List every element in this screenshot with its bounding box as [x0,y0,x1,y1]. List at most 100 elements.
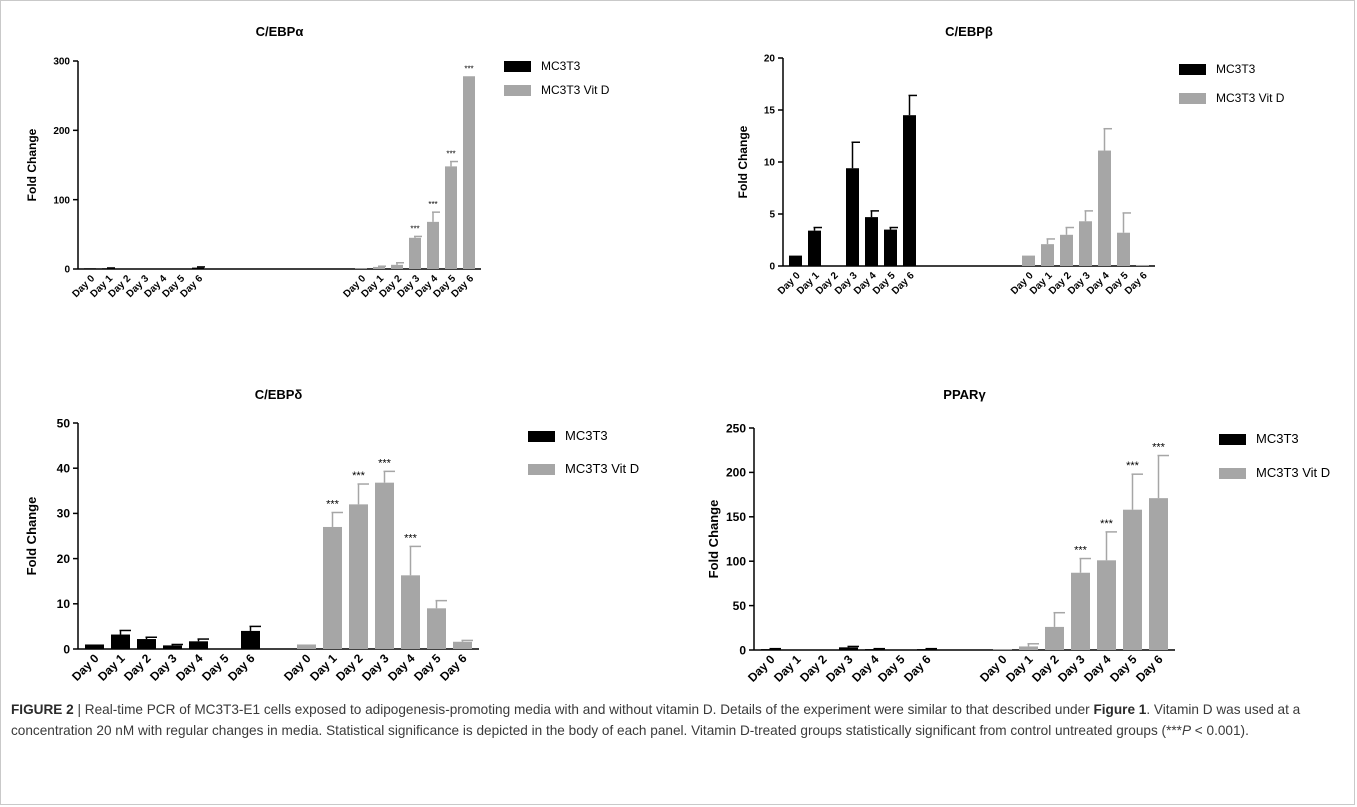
y-tick-label: 0 [739,643,746,657]
significance-stars: *** [1074,545,1088,557]
legend-label: MC3T3 Vit D [565,461,639,476]
y-axis-label: Fold Change [706,500,721,579]
bar-mc3t3-vitd [355,268,367,269]
significance-stars: *** [326,498,340,510]
x-tick-label: Day 1 [95,651,128,684]
bar-mc3t3-vitd [1079,221,1092,266]
bar-mc3t3-vitd [1019,646,1038,650]
y-tick-label: 50 [57,416,71,430]
bar-mc3t3-vitd [1097,560,1116,650]
significance-stars: *** [1126,460,1140,472]
bar-mc3t3-vitd [323,526,342,649]
y-tick-label: 5 [769,210,775,221]
legend-label: MC3T3 Vit D [1256,465,1330,480]
bar-mc3t3 [917,649,936,650]
caption-figure-ref: Figure 1 [1093,702,1147,717]
legend-swatch [528,431,555,442]
caption-text-1: | Real-time PCR of MC3T3-E1 cells expose… [73,702,1094,717]
bar-mc3t3 [241,630,260,649]
bar-mc3t3 [839,647,858,650]
bar-mc3t3 [761,649,780,650]
significance-stars: *** [428,200,437,209]
legend-label: MC3T3 [541,59,581,73]
bar-mc3t3 [808,230,821,266]
x-tick-label: Day 2 [1029,652,1062,685]
legend-label: MC3T3 Vit D [541,83,610,97]
y-tick-label: 0 [63,642,70,656]
bar-mc3t3-vitd [1117,232,1130,266]
bar-mc3t3-vitd [297,644,316,649]
y-tick-label: 30 [57,507,71,521]
y-axis-label: Fold Change [25,128,39,201]
y-tick-label: 40 [57,462,71,476]
bar-mc3t3 [903,115,916,266]
y-tick-label: 20 [764,54,776,65]
significance-stars: *** [1152,442,1166,454]
x-tick-label: Day 0 [745,652,778,685]
y-tick-label: 0 [64,265,70,276]
x-tick-label: Day 4 [849,652,882,685]
bar-mc3t3-vitd [1041,244,1054,266]
legend-swatch [1219,468,1246,479]
y-tick-label: 20 [57,552,71,566]
bar-mc3t3-vitd [391,264,403,269]
chart-title: PPARγ [943,387,986,402]
bar-mc3t3-vitd [1071,572,1090,650]
caption-p-var: P [1181,722,1192,738]
significance-stars: *** [352,470,366,482]
bar-mc3t3-vitd [463,76,475,270]
figure-caption: FIGURE 2 | Real-time PCR of MC3T3-E1 cel… [11,700,1348,741]
significance-stars: *** [464,64,473,73]
bar-mc3t3 [865,217,878,266]
bar-mc3t3-vitd [401,575,420,649]
x-tick-label: Day 6 [1123,270,1150,297]
x-tick-label: Day 0 [281,651,314,684]
bar-mc3t3 [846,168,859,266]
x-tick-label: Day 3 [823,652,856,685]
x-tick-label: Day 0 [69,651,102,684]
x-tick-label: Day 5 [411,651,444,684]
legend-label: MC3T3 [1256,431,1299,446]
caption-stars: *** [1166,722,1182,738]
x-tick-label: Day 6 [437,651,470,684]
caption-text-2: . Vitamin D was used at a concentration … [11,702,1301,738]
y-tick-label: 150 [726,510,746,524]
bar-mc3t3 [192,267,204,269]
bar-mc3t3-vitd [1136,264,1149,266]
chart-title: C/EBPα [256,24,304,39]
y-tick-label: 10 [764,158,776,169]
bar-mc3t3-vitd [375,482,394,649]
bar-mc3t3 [789,255,802,266]
legend-label: MC3T3 Vit D [1216,91,1285,105]
bar-mc3t3 [137,639,156,649]
legend-swatch [1219,434,1246,445]
x-tick-label: Day 2 [333,651,366,684]
x-tick-label: Day 5 [875,652,908,685]
bar-mc3t3-vitd [349,504,368,649]
x-tick-label: Day 6 [225,651,258,684]
chart-title: C/EBPδ [255,387,303,402]
y-tick-label: 50 [733,599,747,613]
bar-mc3t3-vitd [453,641,472,649]
bar-mc3t3 [85,644,104,649]
bar-mc3t3 [865,649,884,650]
x-tick-label: Day 3 [1055,652,1088,685]
legend-label: MC3T3 [1216,62,1256,76]
caption-text-3: < 0.001). [1191,722,1249,738]
bar-mc3t3-vitd [1022,255,1035,266]
x-tick-label: Day 1 [307,651,340,684]
legend-swatch [504,85,531,96]
bar-mc3t3 [163,645,182,649]
significance-stars: *** [446,150,455,159]
bar-mc3t3 [111,634,130,649]
x-tick-label: Day 3 [359,651,392,684]
bar-mc3t3-vitd [1123,509,1142,650]
bar-mc3t3-vitd [427,221,439,269]
legend-swatch [1179,93,1206,104]
significance-stars: *** [378,457,392,469]
bar-mc3t3-vitd [1149,498,1168,650]
y-tick-label: 100 [53,195,70,206]
